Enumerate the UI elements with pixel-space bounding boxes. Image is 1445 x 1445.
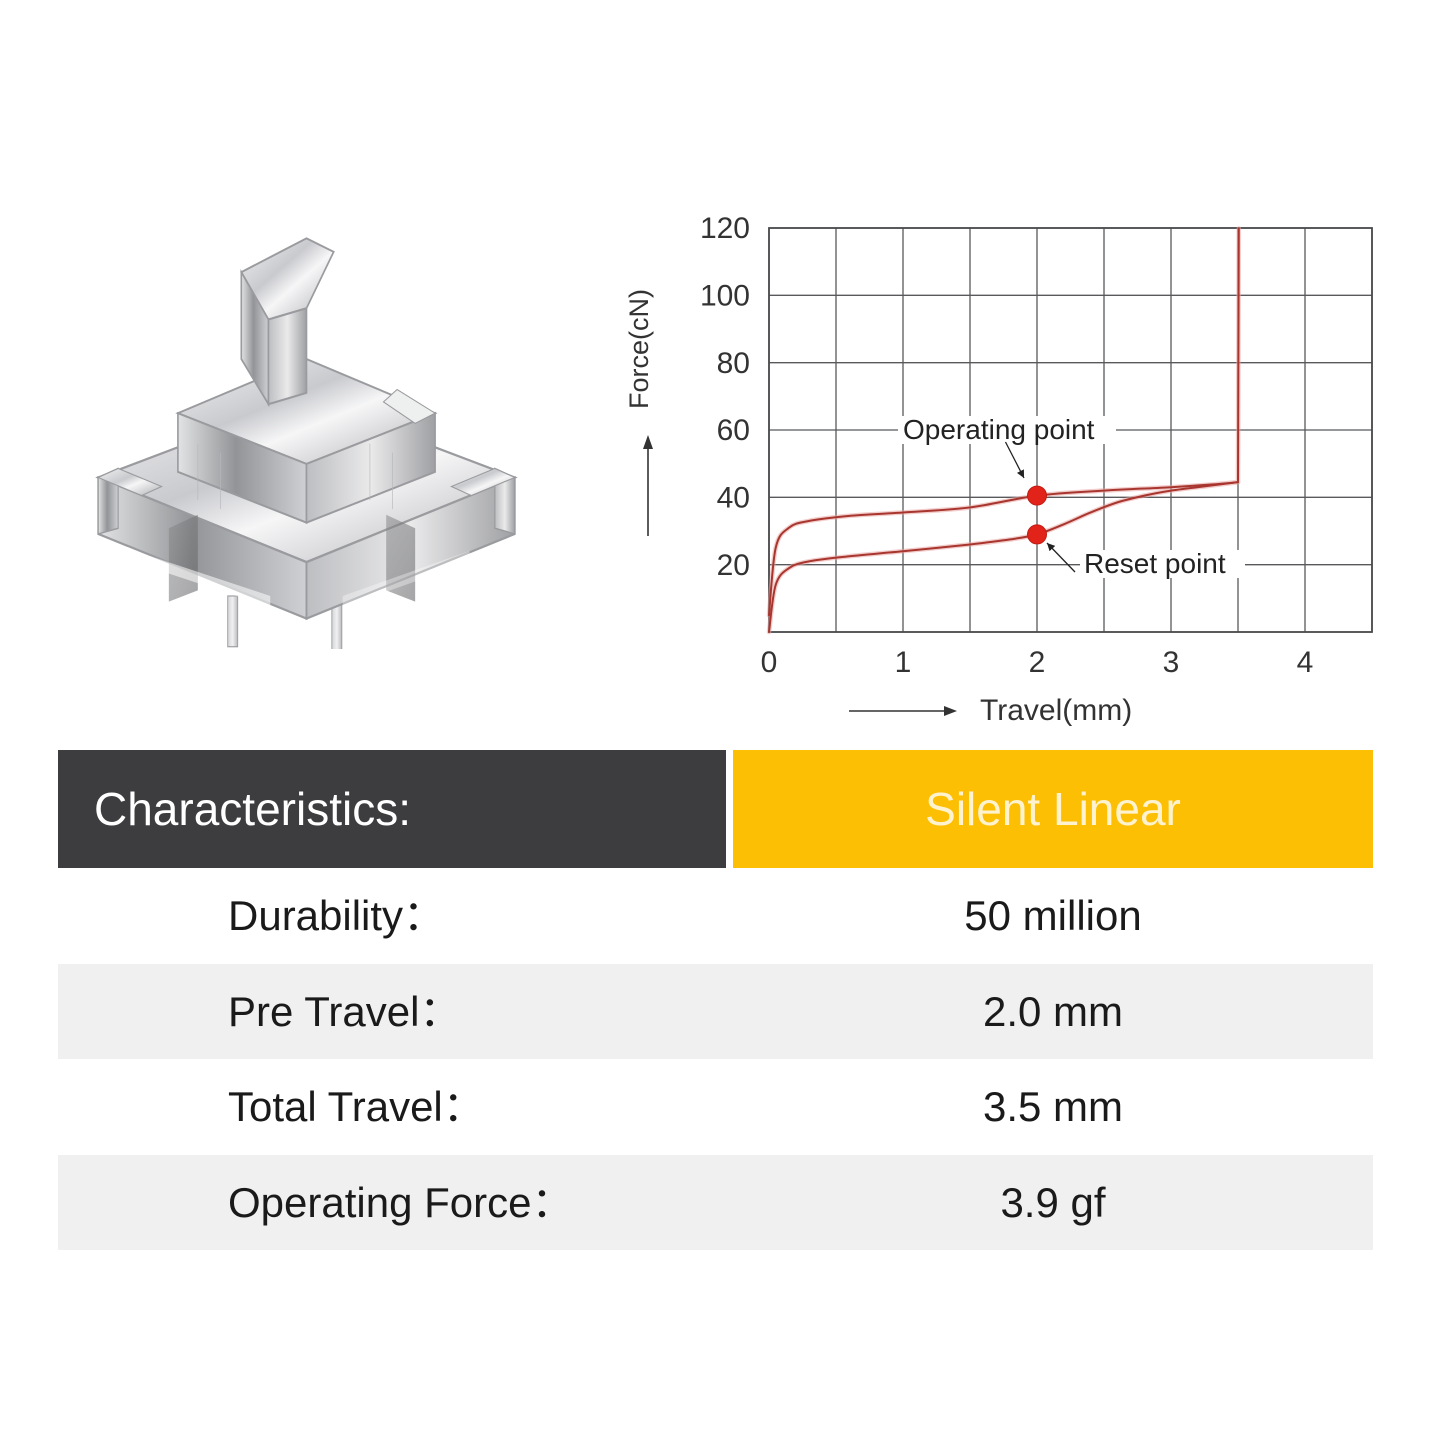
svg-text:2: 2 [1029, 646, 1046, 679]
svg-text:20: 20 [717, 549, 750, 582]
svg-text:Reset point: Reset point [1084, 548, 1226, 579]
svg-text:40: 40 [717, 482, 750, 515]
svg-text:1: 1 [895, 646, 912, 679]
svg-text:100: 100 [700, 280, 750, 313]
svg-text:Operating point: Operating point [903, 414, 1095, 445]
svg-text:80: 80 [717, 347, 750, 380]
svg-text:4: 4 [1297, 646, 1314, 679]
svg-text:Force(cN): Force(cN) [624, 289, 654, 409]
svg-text:120: 120 [700, 212, 750, 245]
svg-text:60: 60 [717, 414, 750, 447]
svg-text:3: 3 [1163, 646, 1180, 679]
svg-text:0: 0 [761, 646, 778, 679]
svg-text:Travel(mm): Travel(mm) [980, 694, 1132, 727]
